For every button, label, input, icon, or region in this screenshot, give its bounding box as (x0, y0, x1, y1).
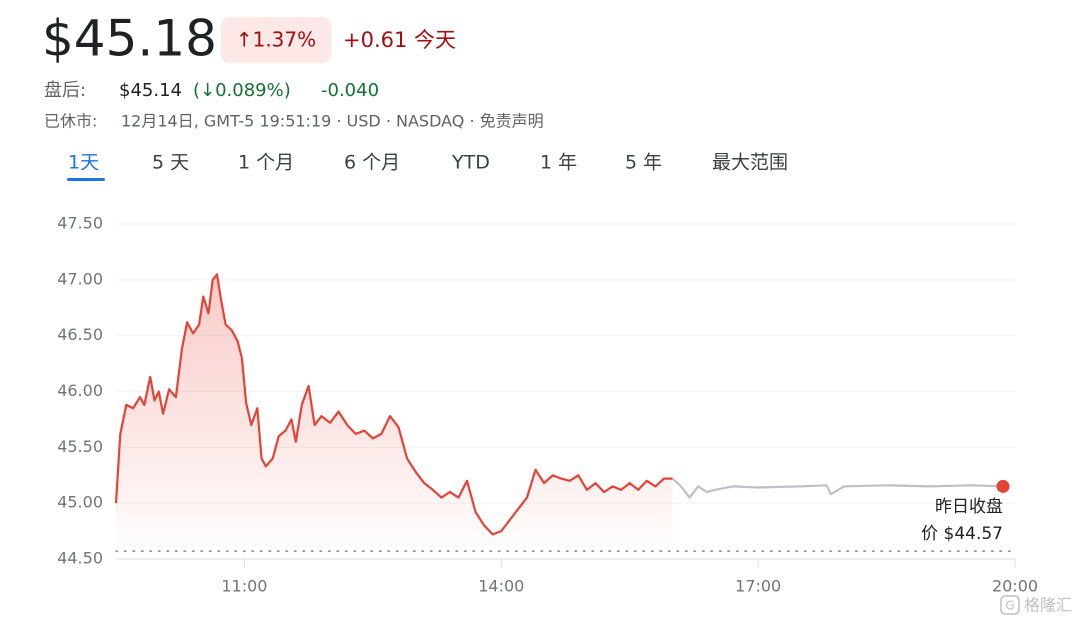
range-tab[interactable]: 1天 (68, 152, 99, 174)
tab-indicator (67, 178, 105, 181)
price-line (114, 273, 673, 536)
range-tab[interactable]: 5 天 (152, 152, 189, 174)
y-tick-label: 46.50 (57, 325, 103, 344)
range-tab[interactable]: 1 年 (540, 152, 577, 174)
change-pct: ↑1.37% (236, 28, 316, 52)
change-badge (221, 17, 331, 63)
range-tab[interactable]: YTD (451, 152, 490, 174)
status-label: 已休市: (44, 112, 97, 131)
status-info: 12月14日, GMT-5 19:51:19 · USD · NASDAQ · … (121, 112, 544, 131)
after-change: -0.040 (321, 80, 379, 101)
prev-close-annotation: 昨日收盘 (935, 497, 1003, 517)
after-label: 盘后: (44, 80, 86, 101)
price: $45.18 (42, 10, 217, 68)
after-pct: (↓0.089%) (193, 80, 291, 101)
y-tick-label: 44.50 (57, 549, 103, 568)
price-line (671, 477, 1004, 499)
range-tab[interactable]: 最大范围 (712, 152, 788, 174)
y-tick-label: 45.00 (57, 493, 103, 512)
area (116, 274, 673, 559)
x-tick-label: 11:00 (221, 577, 267, 596)
range-tab[interactable]: 1 个月 (238, 152, 294, 174)
y-tick-label: 47.00 (57, 269, 103, 288)
watermark: 格隆汇 (1024, 596, 1072, 615)
range-tab[interactable]: 6 个月 (344, 152, 400, 174)
x-tick-label: 20:00 (992, 577, 1038, 596)
watermark-logo (1000, 595, 1020, 615)
prev-close-annotation: 价 $44.57 (921, 524, 1003, 544)
y-tick-label: 47.50 (57, 214, 103, 233)
current-dot (996, 479, 1010, 493)
after-price: $45.14 (119, 80, 182, 101)
watermark-logo-letter: G (1005, 599, 1014, 613)
y-tick-label: 45.50 (57, 437, 103, 456)
change-today: +0.61 今天 (343, 28, 456, 52)
range-tab[interactable]: 5 年 (625, 152, 662, 174)
y-tick-label: 46.00 (57, 381, 103, 400)
x-tick-label: 17:00 (735, 577, 781, 596)
x-tick-label: 14:00 (478, 577, 524, 596)
